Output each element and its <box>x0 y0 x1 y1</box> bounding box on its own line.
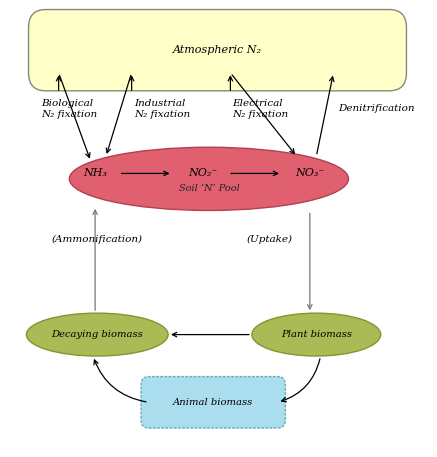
Text: Biological
N₂ fixation: Biological N₂ fixation <box>42 99 97 118</box>
Text: Plant biomass: Plant biomass <box>281 330 352 339</box>
Text: NO₂⁻: NO₂⁻ <box>188 169 217 178</box>
Text: Decaying biomass: Decaying biomass <box>52 330 143 339</box>
Text: Animal biomass: Animal biomass <box>173 398 253 407</box>
Text: Atmospheric N₂: Atmospheric N₂ <box>173 45 262 55</box>
Text: Denitrification: Denitrification <box>338 104 414 113</box>
Text: NO₃⁻: NO₃⁻ <box>295 169 324 178</box>
Text: Industrial
N₂ fixation: Industrial N₂ fixation <box>134 99 190 118</box>
FancyBboxPatch shape <box>141 377 285 428</box>
Text: Electrical
N₂ fixation: Electrical N₂ fixation <box>232 99 289 118</box>
Ellipse shape <box>252 313 381 356</box>
Text: Soil ‘N’ Pool: Soil ‘N’ Pool <box>179 184 239 193</box>
Text: (Ammonification): (Ammonification) <box>52 235 143 244</box>
Text: NH₃: NH₃ <box>83 169 107 178</box>
Text: (Uptake): (Uptake) <box>246 235 292 244</box>
Ellipse shape <box>69 147 348 210</box>
Ellipse shape <box>26 313 168 356</box>
FancyBboxPatch shape <box>28 10 406 91</box>
